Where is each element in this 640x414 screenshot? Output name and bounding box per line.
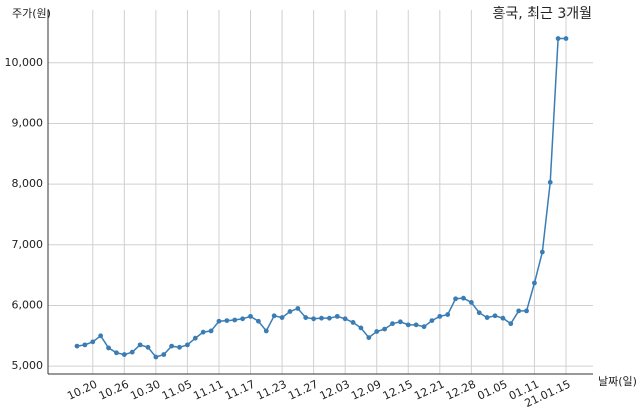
- point: [532, 280, 537, 286]
- x-tick-label: 12.03: [318, 378, 352, 403]
- point: [374, 329, 380, 334]
- x-tick-label: 10.30: [128, 378, 162, 403]
- point: [216, 318, 222, 324]
- x-tick-label: 11.17: [223, 378, 257, 403]
- point: [326, 315, 332, 321]
- point: [539, 249, 545, 255]
- point: [484, 315, 490, 320]
- point: [453, 296, 458, 302]
- point: [468, 300, 474, 305]
- point: [437, 313, 443, 319]
- y-tick-label: 9,000: [12, 116, 44, 129]
- point: [445, 312, 451, 317]
- x-tick-label: 10.20: [65, 378, 99, 403]
- point: [319, 315, 324, 321]
- x-tick-label: 11.05: [160, 378, 194, 403]
- point: [429, 318, 435, 324]
- y-tick-label: 8,000: [12, 177, 44, 190]
- point: [413, 322, 419, 328]
- point: [177, 344, 182, 350]
- chart-title: 흥국, 최근 3개월: [492, 6, 592, 22]
- point: [382, 326, 387, 332]
- point: [121, 352, 127, 357]
- point: [524, 308, 529, 314]
- point: [185, 342, 190, 348]
- x-axis-label: 날짜(일): [598, 374, 637, 388]
- point: [161, 352, 167, 357]
- point: [350, 320, 356, 325]
- point: [397, 319, 403, 325]
- point: [461, 295, 466, 301]
- x-tick-label: 11.23: [255, 378, 289, 403]
- point: [390, 321, 395, 327]
- point: [74, 343, 80, 349]
- point: [271, 313, 277, 319]
- point: [311, 316, 317, 322]
- point: [358, 325, 364, 331]
- point: [82, 342, 88, 348]
- point: [114, 350, 119, 356]
- point: [287, 309, 293, 314]
- x-tick-label: 01.05: [475, 378, 509, 403]
- point: [405, 322, 411, 328]
- x-tick-label: 12.09: [349, 378, 383, 403]
- point: [98, 333, 104, 339]
- point: [129, 349, 135, 355]
- point: [366, 335, 372, 340]
- point: [200, 329, 206, 335]
- point: [232, 317, 238, 323]
- x-tick-label: 12.15: [381, 378, 415, 403]
- x-tick-label: 11.11: [191, 378, 225, 403]
- point: [145, 344, 151, 350]
- point: [169, 343, 175, 349]
- point: [476, 310, 482, 316]
- point: [106, 345, 111, 351]
- point: [256, 318, 261, 324]
- point: [547, 179, 553, 185]
- point: [492, 313, 498, 319]
- y-axis-label: 주가(원): [12, 7, 51, 20]
- x-tick-label: 12.28: [444, 378, 478, 403]
- point: [224, 318, 230, 324]
- point: [342, 316, 348, 322]
- x-tick-label: 10.26: [97, 378, 131, 403]
- point: [508, 321, 514, 327]
- point: [137, 342, 143, 348]
- point: [90, 339, 96, 345]
- x-tick-label: 12.21: [412, 378, 446, 403]
- line: [76, 37, 566, 358]
- point: [421, 324, 427, 330]
- point: [295, 306, 301, 311]
- point: [192, 335, 198, 341]
- point: [563, 36, 569, 41]
- point: [248, 313, 253, 319]
- point: [153, 354, 159, 360]
- point: [516, 308, 522, 314]
- y-tick-label: 5,000: [12, 359, 44, 372]
- point: [555, 36, 561, 41]
- x-tick-label: 11.27: [286, 378, 320, 403]
- point: [500, 315, 506, 321]
- y-tick-label: 6,000: [12, 298, 44, 311]
- y-tick-label: 10,000: [5, 56, 44, 69]
- point: [240, 316, 246, 322]
- point: [334, 313, 340, 319]
- y-tick-label: 7,000: [12, 238, 44, 251]
- point: [303, 315, 309, 320]
- point: [263, 328, 269, 334]
- point: [279, 315, 285, 320]
- point: [208, 328, 214, 334]
